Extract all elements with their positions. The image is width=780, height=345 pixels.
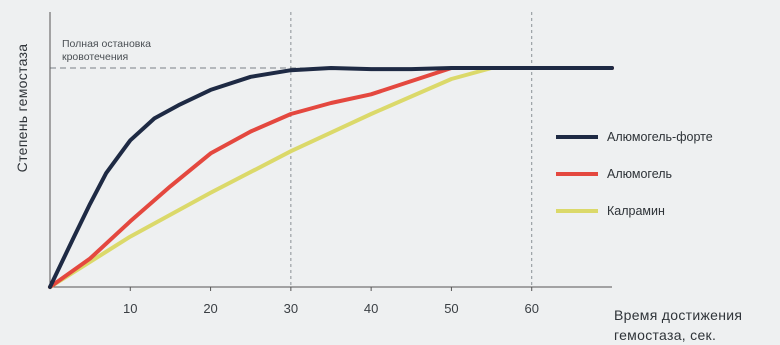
x-tick-label: 10 (123, 301, 137, 316)
axes (49, 12, 612, 288)
annotation-line-1: Полная остановка (62, 38, 151, 50)
series-line (48, 66, 614, 289)
x-tick-label: 30 (284, 301, 298, 316)
x-tick-label: 20 (203, 301, 217, 316)
legend: Алюмогель-форте Алюмогель Калрамин (556, 130, 713, 218)
legend-label: Алюмогель-форте (607, 130, 713, 144)
y-axis-title: Степень гемостаза (14, 44, 30, 173)
annotation-line-2: кровотечения (62, 51, 128, 63)
legend-label: Калрамин (607, 204, 665, 218)
x-ticks: 10 20 30 40 50 60 (123, 287, 539, 316)
x-axis-title: Время достижения гемостаза, сек. (614, 307, 746, 343)
series-lines (48, 66, 614, 289)
x-axis-title-line-1: Время достижения (614, 307, 742, 323)
x-tick-label: 50 (444, 301, 458, 316)
x-axis-title-line-2: гемостаза, сек. (614, 327, 716, 343)
annotation-label: Полная остановка кровотечения (62, 38, 154, 63)
series-line (48, 66, 614, 289)
x-tick-label: 60 (524, 301, 538, 316)
x-tick-label: 40 (364, 301, 378, 316)
legend-label: Алюмогель (607, 167, 672, 181)
